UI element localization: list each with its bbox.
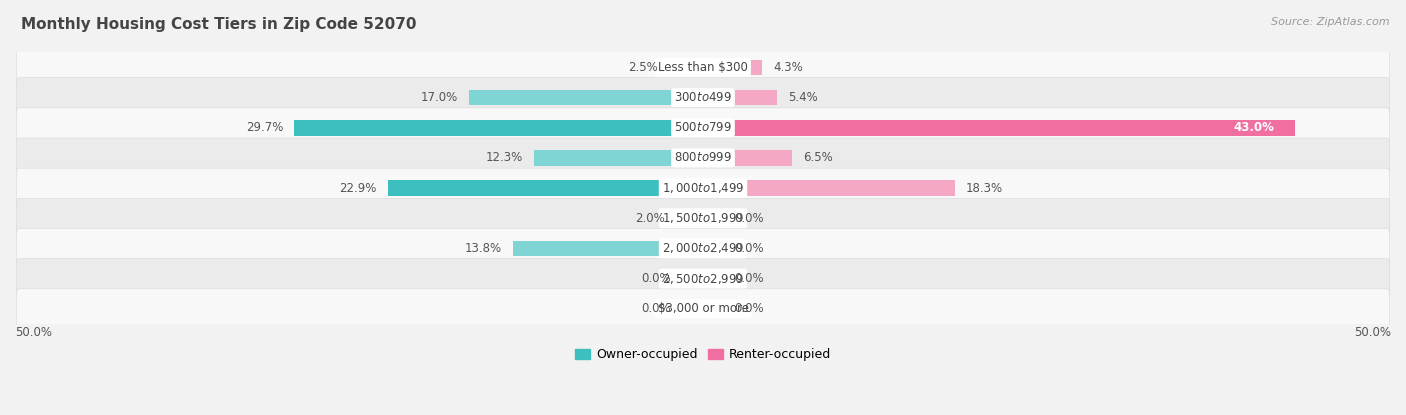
Text: 0.0%: 0.0%: [735, 302, 765, 315]
Text: $800 to $999: $800 to $999: [673, 151, 733, 164]
Text: 2.5%: 2.5%: [628, 61, 658, 74]
Text: 18.3%: 18.3%: [966, 182, 1002, 195]
Bar: [669, 60, 703, 75]
Bar: [294, 120, 703, 136]
FancyBboxPatch shape: [17, 198, 1389, 238]
Text: 22.9%: 22.9%: [339, 182, 377, 195]
Legend: Owner-occupied, Renter-occupied: Owner-occupied, Renter-occupied: [569, 344, 837, 366]
Text: 0.0%: 0.0%: [641, 302, 671, 315]
FancyBboxPatch shape: [17, 108, 1389, 148]
Text: $300 to $499: $300 to $499: [673, 91, 733, 104]
Text: 17.0%: 17.0%: [420, 91, 458, 104]
Text: 2.0%: 2.0%: [634, 212, 665, 225]
Bar: [534, 150, 703, 166]
Text: 12.3%: 12.3%: [485, 151, 523, 164]
Text: $3,000 or more: $3,000 or more: [658, 302, 748, 315]
Bar: [703, 90, 778, 105]
FancyBboxPatch shape: [17, 168, 1389, 208]
Text: 50.0%: 50.0%: [1354, 326, 1391, 339]
Text: 6.5%: 6.5%: [803, 151, 834, 164]
Bar: [703, 60, 762, 75]
Text: 43.0%: 43.0%: [1233, 121, 1274, 134]
Text: 0.0%: 0.0%: [641, 272, 671, 285]
Text: $1,000 to $1,499: $1,000 to $1,499: [662, 181, 744, 195]
Bar: [388, 180, 703, 196]
Text: $2,500 to $2,999: $2,500 to $2,999: [662, 271, 744, 286]
FancyBboxPatch shape: [17, 48, 1389, 87]
Bar: [470, 90, 703, 105]
Text: Source: ZipAtlas.com: Source: ZipAtlas.com: [1271, 17, 1389, 27]
Text: $1,500 to $1,999: $1,500 to $1,999: [662, 211, 744, 225]
Text: $500 to $799: $500 to $799: [673, 121, 733, 134]
Text: 0.0%: 0.0%: [735, 212, 765, 225]
Text: Less than $300: Less than $300: [658, 61, 748, 74]
Text: Monthly Housing Cost Tiers in Zip Code 52070: Monthly Housing Cost Tiers in Zip Code 5…: [21, 17, 416, 32]
Text: 4.3%: 4.3%: [773, 61, 803, 74]
Text: 0.0%: 0.0%: [735, 272, 765, 285]
Text: $2,000 to $2,499: $2,000 to $2,499: [662, 242, 744, 255]
FancyBboxPatch shape: [17, 138, 1389, 178]
Bar: [703, 120, 1295, 136]
Text: 0.0%: 0.0%: [735, 242, 765, 255]
FancyBboxPatch shape: [17, 259, 1389, 298]
FancyBboxPatch shape: [17, 289, 1389, 329]
FancyBboxPatch shape: [17, 78, 1389, 117]
Bar: [513, 241, 703, 256]
Bar: [675, 210, 703, 226]
Text: 13.8%: 13.8%: [465, 242, 502, 255]
Bar: [703, 150, 793, 166]
Text: 5.4%: 5.4%: [789, 91, 818, 104]
Text: 29.7%: 29.7%: [246, 121, 284, 134]
Bar: [703, 180, 955, 196]
FancyBboxPatch shape: [17, 229, 1389, 269]
Text: 50.0%: 50.0%: [15, 326, 52, 339]
